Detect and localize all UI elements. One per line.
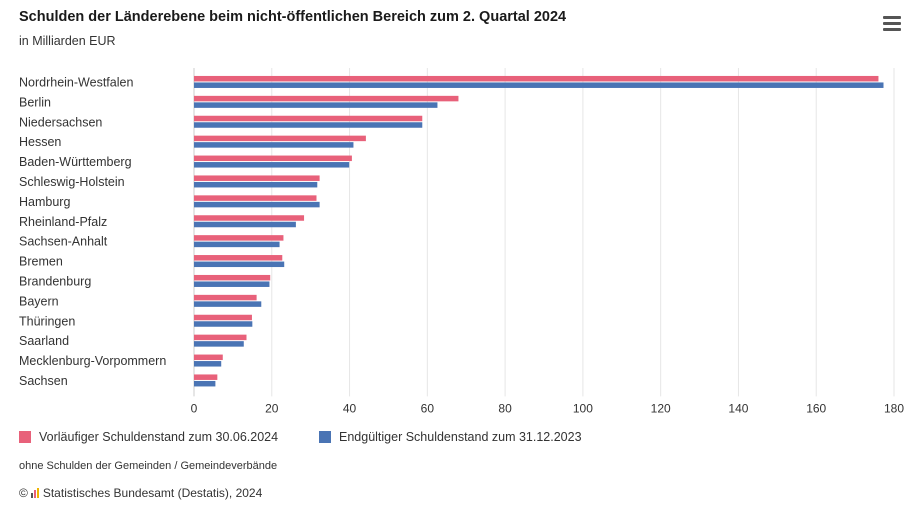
legend-item-series1[interactable]: Vorläufiger Schuldenstand zum 30.06.2024 — [19, 430, 278, 444]
category-label: Bayern — [19, 294, 59, 308]
x-tick-label: 40 — [343, 401, 357, 415]
category-label: Baden-Württemberg — [19, 155, 132, 169]
bar-series2[interactable] — [194, 162, 350, 168]
bar-series1[interactable] — [194, 334, 247, 341]
legend-label-series2: Endgültiger Schuldenstand zum 31.12.2023 — [339, 430, 582, 444]
category-label: Hamburg — [19, 195, 70, 209]
bar-series1[interactable] — [194, 95, 459, 102]
bar-series2[interactable] — [194, 142, 354, 148]
footnote: ohne Schulden der Gemeinden / Gemeindeve… — [19, 460, 278, 472]
category-label: Brandenburg — [19, 274, 91, 288]
chart-title: Schulden der Länderebene beim nicht-öffe… — [19, 9, 567, 25]
bar-series2[interactable] — [194, 181, 318, 188]
x-tick-label: 20 — [265, 401, 279, 415]
x-tick-label: 60 — [421, 401, 435, 415]
bar-series1[interactable] — [194, 175, 320, 181]
category-label: Berlin — [19, 95, 51, 109]
legend-swatch-series1 — [19, 431, 31, 443]
bar-series2[interactable] — [194, 261, 285, 268]
x-tick-label: 140 — [728, 401, 748, 415]
category-label: Mecklenburg-Vorpommern — [19, 354, 166, 368]
bar-series2[interactable] — [194, 122, 423, 128]
legend-item-series2[interactable]: Endgültiger Schuldenstand zum 31.12.2023 — [319, 430, 582, 444]
hamburger-menu-icon[interactable] — [883, 16, 903, 32]
bar-series1[interactable] — [194, 155, 352, 162]
category-label: Hessen — [19, 135, 61, 149]
bar-series2[interactable] — [194, 201, 320, 208]
bar-series2[interactable] — [194, 241, 280, 248]
bar-series2[interactable] — [194, 102, 438, 108]
bar-series1[interactable] — [194, 235, 284, 241]
x-tick-label: 80 — [498, 401, 512, 415]
bar-series2[interactable] — [194, 221, 296, 228]
bar-series1[interactable] — [194, 75, 879, 82]
bar-series2[interactable] — [194, 380, 216, 387]
category-label: Niedersachsen — [19, 115, 102, 129]
category-label: Nordrhein-Westfalen — [19, 75, 133, 89]
source-footer: © Statistisches Bundesamt (Destatis), 20… — [19, 486, 262, 500]
bar-series2[interactable] — [194, 341, 244, 347]
bar-series2[interactable] — [194, 361, 222, 367]
x-tick-label: 160 — [806, 401, 826, 415]
bar-series2[interactable] — [194, 82, 884, 88]
x-tick-label: 0 — [191, 401, 198, 415]
bar-series2[interactable] — [194, 281, 270, 287]
copyright-symbol: © — [19, 486, 28, 500]
x-tick-label: 180 — [884, 401, 904, 415]
category-label: Schleswig-Holstein — [19, 175, 125, 189]
chart-subtitle: in Milliarden EUR — [19, 34, 116, 48]
bar-series1[interactable] — [194, 354, 223, 361]
x-tick-label: 100 — [573, 401, 593, 415]
bar-series1[interactable] — [194, 215, 305, 221]
legend-swatch-series2 — [319, 431, 331, 443]
destatis-logo-icon — [30, 488, 39, 498]
bar-series1[interactable] — [194, 255, 283, 261]
category-label: Bremen — [19, 255, 63, 269]
category-label: Sachsen — [19, 374, 68, 388]
category-label: Sachsen-Anhalt — [19, 235, 108, 249]
x-tick-label: 120 — [651, 401, 671, 415]
bar-series2[interactable] — [194, 321, 253, 327]
bar-series1[interactable] — [194, 374, 218, 380]
category-label: Rheinland-Pfalz — [19, 215, 107, 229]
bar-chart: 0 20 40 60 80 100 120 140 160 180 Nordrhein-Westfa… — [19, 68, 904, 415]
category-label: Thüringen — [19, 314, 75, 328]
category-label: Saarland — [19, 334, 69, 348]
source-text: Statistisches Bundesamt (Destatis), 2024 — [42, 486, 263, 500]
bar-series2[interactable] — [194, 301, 262, 307]
bar-series1[interactable] — [194, 195, 317, 201]
legend-label-series1: Vorläufiger Schuldenstand zum 30.06.2024 — [39, 430, 279, 444]
bar-series1[interactable] — [194, 314, 252, 321]
bar-series1[interactable] — [194, 135, 366, 142]
bar-series1[interactable] — [194, 115, 423, 122]
bar-series1[interactable] — [194, 294, 257, 301]
bar-series1[interactable] — [194, 274, 271, 281]
